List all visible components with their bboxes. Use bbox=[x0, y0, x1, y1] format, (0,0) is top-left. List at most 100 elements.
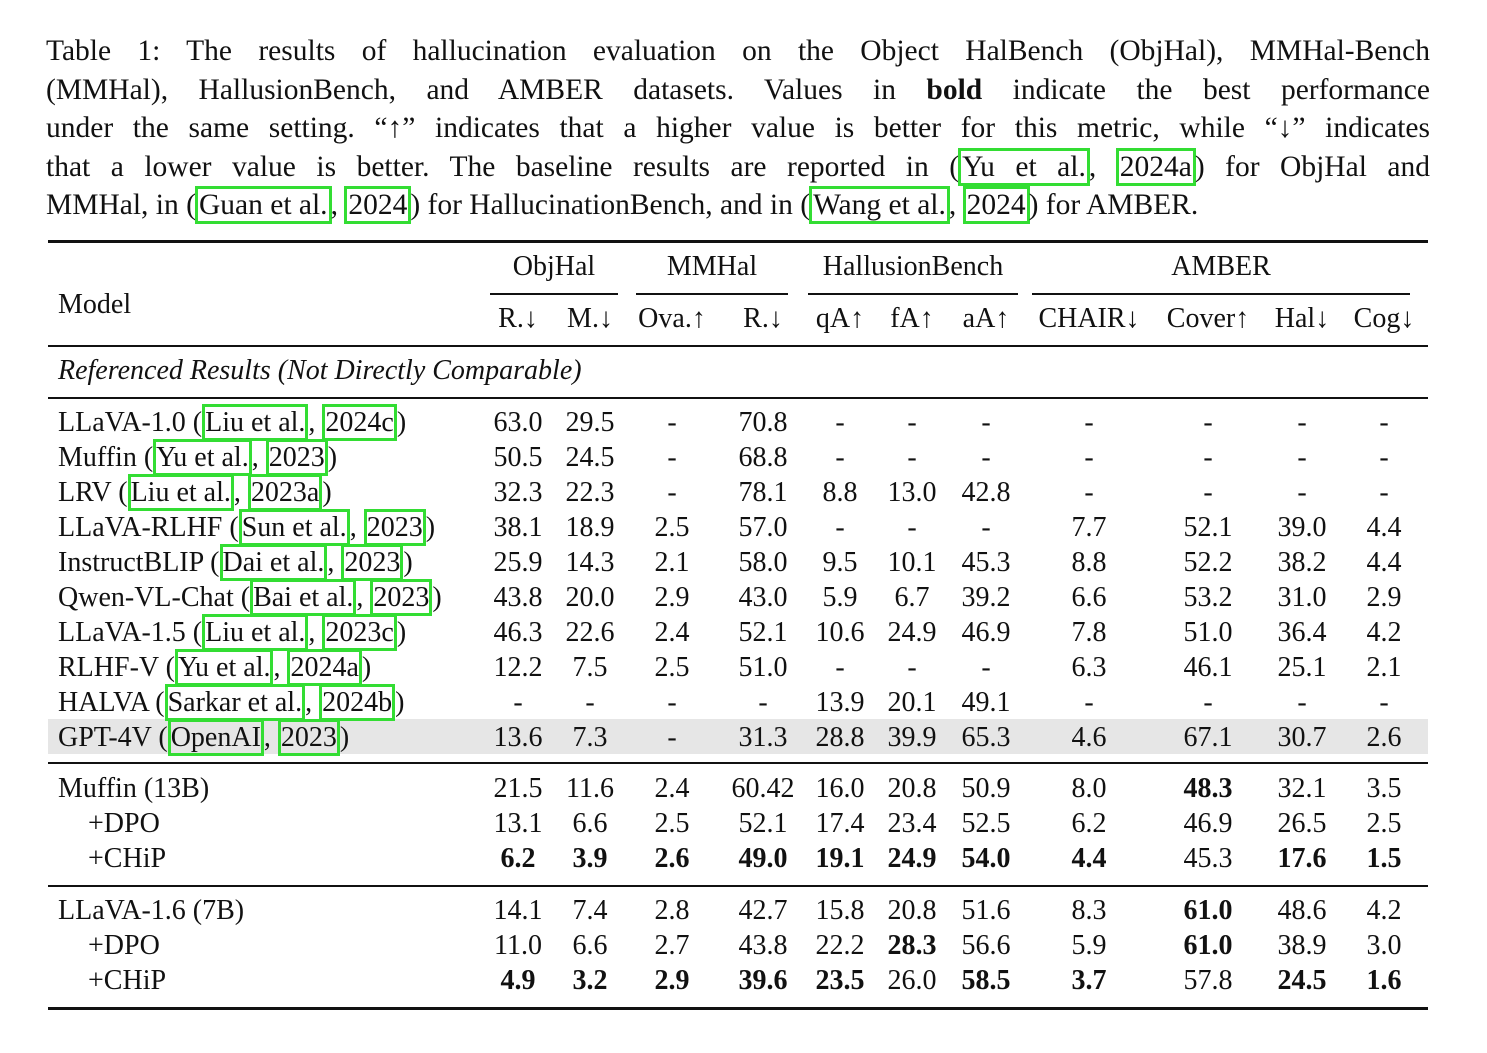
table-cell: 24.9 bbox=[887, 843, 937, 874]
table-cell: 51.0 bbox=[1183, 617, 1233, 648]
table-cell: 5.9 bbox=[822, 582, 858, 613]
table-cell: 6.6 bbox=[572, 808, 608, 839]
citation-link[interactable]: 2024a bbox=[287, 649, 362, 686]
table-cell: 8.8 bbox=[822, 477, 858, 508]
table-cell: 43.0 bbox=[738, 582, 788, 613]
table-cell: 45.3 bbox=[1183, 843, 1233, 874]
table-cell: 2.6 bbox=[654, 843, 690, 874]
column-header: R.↓ bbox=[743, 303, 783, 334]
table-cell: 58.0 bbox=[738, 547, 788, 578]
citation-link[interactable]: 2023 bbox=[370, 579, 433, 616]
table-cell: 4.4 bbox=[1366, 547, 1402, 578]
citation-link[interactable]: Dai et al. bbox=[219, 544, 328, 581]
table-cell: 4.4 bbox=[1366, 512, 1402, 543]
citation-link[interactable]: Yu et al. bbox=[153, 439, 252, 476]
citation-link[interactable]: Liu et al. bbox=[202, 404, 309, 441]
caption-line: Table 1: The results of hallucination ev… bbox=[46, 35, 1430, 67]
table-cell: 57.0 bbox=[738, 512, 788, 543]
muffin-block-rule bbox=[48, 762, 1428, 764]
table-cell: 23.4 bbox=[887, 808, 937, 839]
table-cell: 21.5 bbox=[493, 773, 543, 804]
table-cell: 13.6 bbox=[493, 722, 543, 753]
table-cell: - bbox=[835, 407, 845, 438]
citation-link[interactable]: OpenAI bbox=[167, 719, 264, 756]
citation-link[interactable]: 2023c bbox=[322, 614, 397, 651]
model-name: LLaVA-1.6 (7B) bbox=[58, 895, 245, 926]
citation-link[interactable]: 2023 bbox=[277, 719, 340, 756]
table-cell: 38.9 bbox=[1277, 930, 1327, 961]
gpt4v-highlight bbox=[48, 719, 1428, 754]
column-header: Cog↓ bbox=[1353, 303, 1415, 334]
group-header-mmhal: MMHal bbox=[666, 251, 758, 282]
table-cell: 7.8 bbox=[1071, 617, 1107, 648]
citation-link[interactable]: 2024a bbox=[1115, 147, 1196, 186]
table-cell: - bbox=[981, 442, 991, 473]
column-header: aA↑ bbox=[962, 303, 1010, 334]
model-name: GPT-4V (OpenAI, 2023) bbox=[58, 719, 349, 756]
table-cell: 4.2 bbox=[1366, 617, 1402, 648]
model-name: +DPO bbox=[88, 930, 160, 961]
citation-link[interactable]: Yu et al. bbox=[174, 649, 274, 686]
table-cell: - bbox=[907, 442, 917, 473]
table-cell: 2.7 bbox=[654, 930, 690, 961]
citation-link[interactable]: Sun et al. bbox=[238, 509, 350, 546]
table-cell: 22.2 bbox=[815, 930, 865, 961]
citation-link[interactable]: Liu et al. bbox=[127, 474, 234, 511]
table-cell: 22.6 bbox=[565, 617, 615, 648]
table-cell: - bbox=[1203, 442, 1213, 473]
model-name: RLHF-V (Yu et al., 2024a) bbox=[58, 649, 371, 686]
citation-link[interactable]: Bai et al. bbox=[250, 579, 357, 616]
citation-link[interactable]: 2024 bbox=[962, 186, 1030, 224]
table-cell: - bbox=[1297, 442, 1307, 473]
table-cell: - bbox=[907, 652, 917, 683]
citation-link[interactable]: 2023a bbox=[247, 474, 323, 511]
table-cell: 2.5 bbox=[654, 808, 690, 839]
table-cell: 38.2 bbox=[1277, 547, 1327, 578]
citation-link[interactable]: Yu et al. bbox=[958, 147, 1090, 186]
table-cell: 23.5 bbox=[815, 965, 865, 996]
table-cell: 78.1 bbox=[738, 477, 788, 508]
citation-link[interactable]: 2024c bbox=[322, 404, 397, 441]
citation-link[interactable]: Wang et al. bbox=[809, 186, 950, 224]
table-cell: 30.7 bbox=[1277, 722, 1327, 753]
table-cell: 49.0 bbox=[738, 843, 788, 874]
table-cell: 48.3 bbox=[1183, 773, 1233, 804]
citation-link[interactable]: Liu et al. bbox=[202, 614, 309, 651]
citation-link[interactable]: Guan et al. bbox=[194, 186, 332, 224]
table-cell: 9.5 bbox=[822, 547, 858, 578]
table-cell: - bbox=[1379, 442, 1389, 473]
table-cell: 16.0 bbox=[815, 773, 865, 804]
citation-link[interactable]: 2024 bbox=[344, 186, 412, 224]
table-cell: 39.9 bbox=[887, 722, 937, 753]
table-cell: - bbox=[835, 442, 845, 473]
table-cell: 3.2 bbox=[572, 965, 608, 996]
table-cell: - bbox=[667, 722, 677, 753]
citation-link[interactable]: 2023 bbox=[265, 439, 328, 476]
llava-block-rule bbox=[48, 885, 1428, 887]
table-cell: 39.2 bbox=[961, 582, 1011, 613]
table-cell: - bbox=[835, 512, 845, 543]
citation-link[interactable]: 2023 bbox=[341, 544, 404, 581]
model-name: Muffin (Yu et al., 2023) bbox=[58, 439, 337, 476]
table-cell: 32.1 bbox=[1277, 773, 1327, 804]
table-cell: - bbox=[1297, 477, 1307, 508]
table-cell: 36.4 bbox=[1277, 617, 1327, 648]
table-cell: - bbox=[1203, 477, 1213, 508]
column-header: Ova.↑ bbox=[638, 303, 706, 334]
table-cell: 52.1 bbox=[738, 617, 788, 648]
model-name: +CHiP bbox=[88, 965, 167, 996]
column-header: Cover↑ bbox=[1166, 303, 1250, 334]
table-cell: 52.1 bbox=[1183, 512, 1233, 543]
table-cell: - bbox=[667, 442, 677, 473]
table-cell: - bbox=[758, 687, 768, 718]
citation-link[interactable]: 2023 bbox=[363, 509, 426, 546]
table-cell: 8.8 bbox=[1071, 547, 1107, 578]
table-cell: 24.9 bbox=[887, 617, 937, 648]
citation-link[interactable]: 2024b bbox=[319, 684, 396, 721]
citation-link[interactable]: Sarkar et al. bbox=[164, 684, 306, 721]
table-cell: 13.0 bbox=[887, 477, 937, 508]
table-cell: 4.4 bbox=[1071, 843, 1107, 874]
table-cell: - bbox=[585, 687, 595, 718]
table-caption: Table 1: The results of hallucination ev… bbox=[46, 32, 1430, 225]
table-cell: 4.2 bbox=[1366, 895, 1402, 926]
